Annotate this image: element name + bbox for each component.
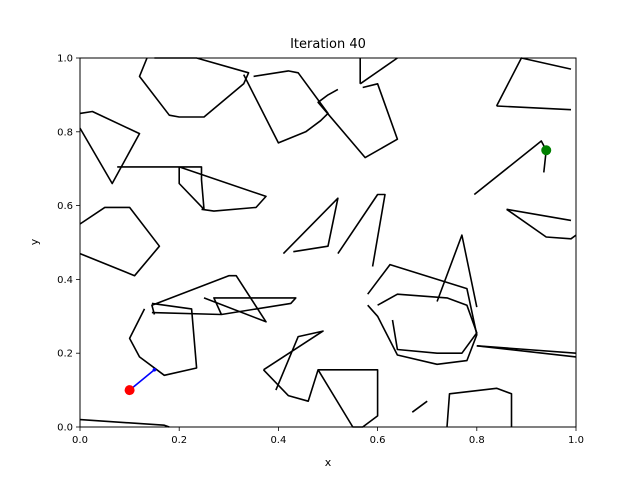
x-tick-label: 0.2 bbox=[171, 435, 187, 446]
tree-path-segment bbox=[129, 369, 155, 391]
obstacle-5 bbox=[317, 83, 399, 159]
obstacle-17 bbox=[128, 302, 198, 377]
obstacle-3 bbox=[117, 166, 267, 212]
x-axis-label: x bbox=[325, 456, 332, 469]
obstacle-15 bbox=[506, 208, 572, 222]
obstacle-4 bbox=[242, 70, 329, 144]
tree-node bbox=[152, 368, 157, 372]
goal-point bbox=[541, 145, 552, 156]
obstacle-26 bbox=[411, 400, 428, 413]
obstacle-1 bbox=[79, 110, 141, 185]
start-point bbox=[124, 385, 135, 396]
obstacle-21 bbox=[367, 263, 478, 366]
obstacle-27 bbox=[446, 387, 513, 428]
x-axis-ticks: 0.0 0.2 0.4 0.6 0.8 1.0 bbox=[72, 427, 584, 446]
obstacle-7 bbox=[359, 57, 398, 85]
obstacle-18 bbox=[151, 297, 297, 316]
y-tick-label: 0.4 bbox=[57, 275, 73, 286]
y-tick-label: 0.2 bbox=[57, 349, 73, 360]
obstacle-19 bbox=[263, 330, 324, 391]
obstacle-8 bbox=[495, 57, 572, 107]
x-tick-label: 0.6 bbox=[370, 435, 386, 446]
obstacle-28 bbox=[79, 418, 170, 428]
x-tick-label: 0.0 bbox=[72, 435, 88, 446]
obstacle-12 bbox=[337, 193, 386, 267]
x-tick-label: 1.0 bbox=[568, 435, 584, 446]
obstacle-25 bbox=[476, 345, 577, 358]
obstacle-22 bbox=[377, 293, 478, 355]
chart-title: Iteration 40 bbox=[290, 37, 366, 52]
y-tick-label: 0.8 bbox=[57, 127, 73, 138]
y-tick-label: 0.6 bbox=[57, 201, 73, 212]
y-axis-ticks: 0.0 0.2 0.4 0.6 0.8 1.0 bbox=[57, 54, 80, 434]
x-tick-label: 0.8 bbox=[469, 435, 485, 446]
obstacle-10 bbox=[79, 206, 161, 277]
y-axis-label: y bbox=[28, 238, 41, 245]
obstacle-13 bbox=[473, 140, 548, 196]
obstacle-23 bbox=[436, 234, 478, 308]
y-tick-label: 0.0 bbox=[57, 423, 73, 434]
obstacle-16 bbox=[151, 274, 267, 323]
obstacle-layer bbox=[79, 57, 577, 428]
obstacle-11 bbox=[282, 197, 339, 255]
obstacle-14 bbox=[506, 208, 577, 240]
plot-frame bbox=[79, 57, 577, 428]
obstacle-9 bbox=[496, 105, 572, 111]
path-layer bbox=[124, 145, 552, 396]
x-tick-label: 0.4 bbox=[270, 435, 286, 446]
obstacle-2 bbox=[138, 57, 250, 118]
y-tick-label: 1.0 bbox=[57, 54, 73, 65]
